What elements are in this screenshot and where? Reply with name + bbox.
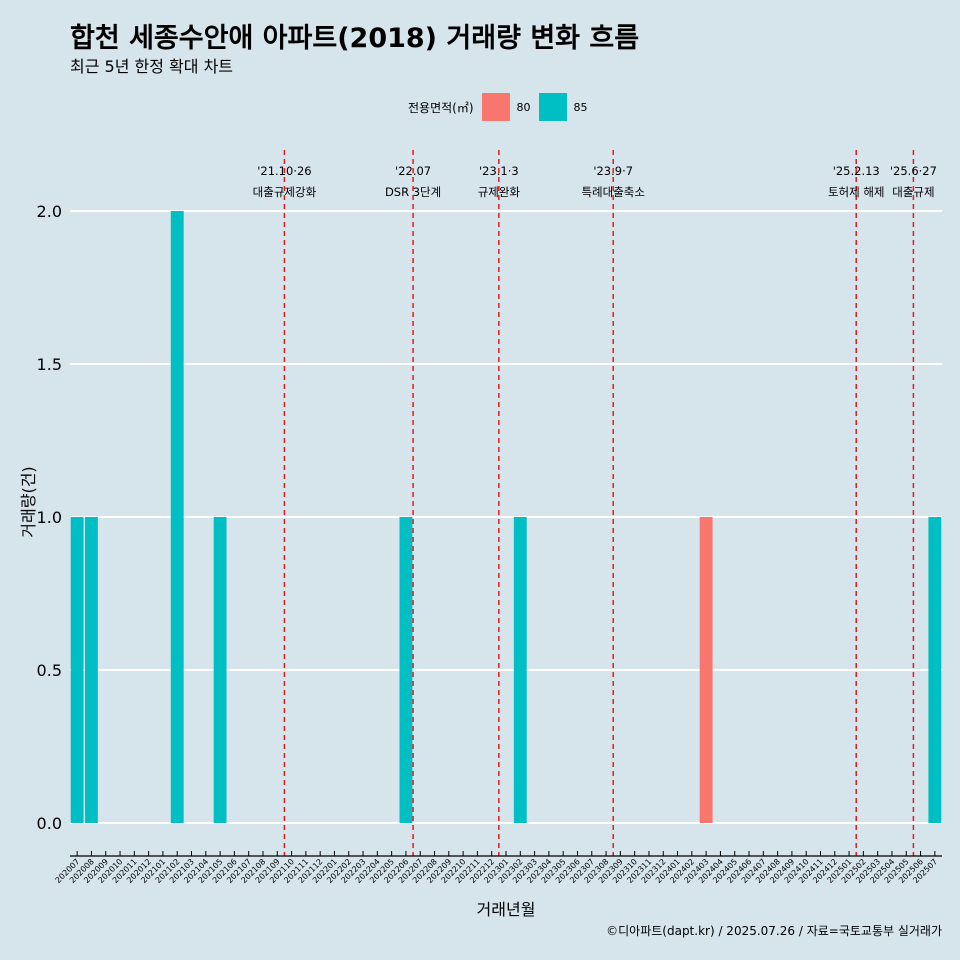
bar-85-202302 <box>513 517 527 823</box>
event-label: 규제완화 <box>478 185 521 199</box>
y-tick-label: 0.0 <box>37 814 62 833</box>
event-date: '21.10·26 <box>257 164 311 178</box>
legend-label-85: 85 <box>573 100 588 114</box>
y-tick-label: 2.0 <box>37 202 62 221</box>
event-label: 특례대출축소 <box>581 185 644 199</box>
bar-85-202007 <box>70 517 84 823</box>
event-label: 대출규제강화 <box>253 185 317 199</box>
bar-85-202206 <box>399 517 413 823</box>
source-caption: ©디아파트(dapt.kr) / 2025.07.26 / 자료=국토교통부 실… <box>606 924 942 938</box>
y-axis-title: 거래량(건) <box>19 466 38 537</box>
legend: 전용면적(㎡) 80 85 <box>408 93 596 121</box>
bar-85-202102 <box>170 211 184 823</box>
bar-80-202403 <box>699 517 713 823</box>
event-label: DSR 3단계 <box>385 185 441 199</box>
chart-title: 합천 세종수안애 아파트(2018) 거래량 변화 흐름 <box>70 23 640 54</box>
event-date: '25.6·27 <box>890 164 937 178</box>
chart-subtitle: 최근 5년 한정 확대 차트 <box>70 57 234 76</box>
event-label: 토허제 해제 <box>828 185 885 199</box>
event-label: 대출규제 <box>892 185 934 199</box>
event-date: '23.9·7 <box>593 164 633 178</box>
legend-key-85 <box>538 93 567 121</box>
legend-label-80: 80 <box>516 100 531 114</box>
legend-key-80 <box>481 93 510 121</box>
event-date: '23.1·3 <box>479 164 519 178</box>
y-tick-label: 0.5 <box>37 661 62 680</box>
x-axis-title: 거래년월 <box>477 900 536 919</box>
legend-title: 전용면적(㎡) <box>408 100 474 115</box>
bar-85-202008 <box>85 517 98 823</box>
bar-85-202105 <box>213 517 227 823</box>
event-date: '25.2.13 <box>833 164 880 178</box>
y-tick-label: 1.0 <box>37 508 62 527</box>
y-tick-label: 1.5 <box>37 355 62 374</box>
event-date: '22.07 <box>395 164 431 178</box>
bar-85-202507 <box>928 517 942 823</box>
